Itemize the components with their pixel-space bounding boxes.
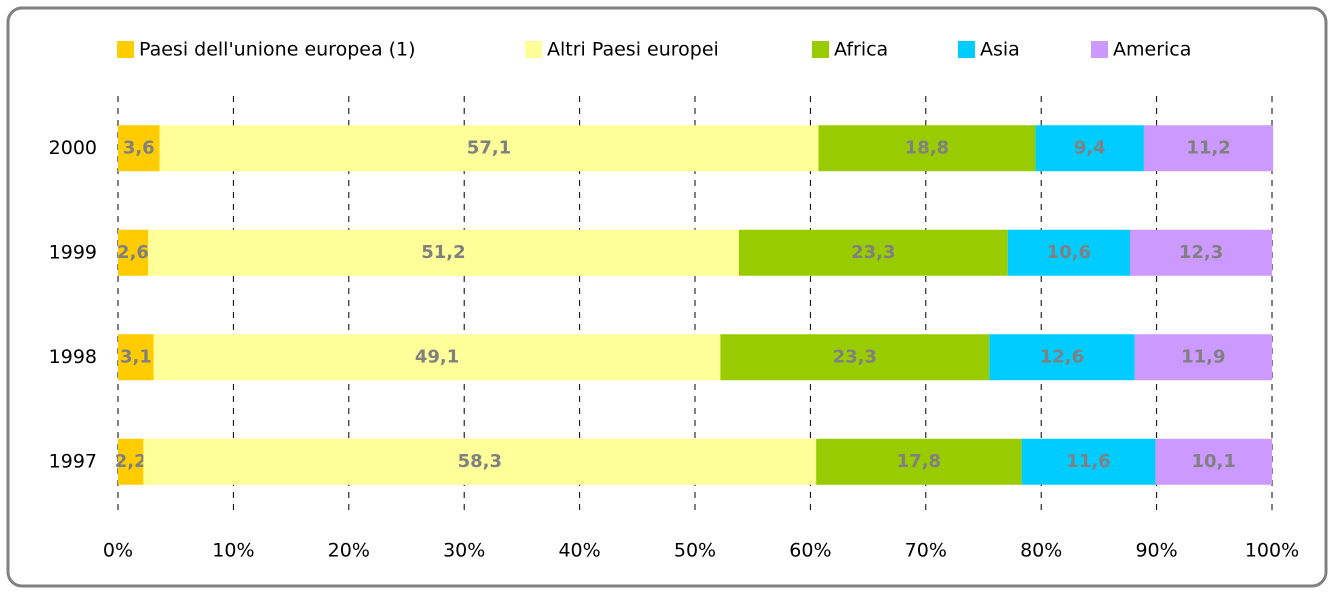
data-label: 23,3 <box>833 346 877 367</box>
x-tick-label: 0% <box>103 540 133 562</box>
bar-segment <box>1021 438 1156 485</box>
x-tick-label: 90% <box>1135 540 1177 562</box>
bar-segment <box>148 229 739 276</box>
bar-segment <box>118 229 149 276</box>
data-label: 11,6 <box>1066 451 1110 472</box>
bar-segment <box>143 438 817 485</box>
legend-label: Asia <box>980 39 1020 61</box>
bar-segment <box>1134 334 1272 381</box>
data-label: 2,6 <box>117 242 149 263</box>
data-label: 2,2 <box>115 451 147 472</box>
bar-segment <box>118 334 154 381</box>
bar-segment <box>159 125 819 172</box>
data-label: 12,6 <box>1040 346 1084 367</box>
bar-segment <box>1155 438 1272 485</box>
bar-segment <box>118 438 144 485</box>
y-tick-label: 2000 <box>49 137 97 159</box>
x-tick-label: 80% <box>1020 540 1062 562</box>
data-label: 3,6 <box>123 137 155 158</box>
legend-label: Africa <box>834 39 888 61</box>
data-label: 11,2 <box>1186 137 1230 158</box>
x-tick-label: 70% <box>905 540 947 562</box>
data-label: 57,1 <box>467 137 511 158</box>
data-label: 17,8 <box>897 451 941 472</box>
legend-label: America <box>1113 39 1191 61</box>
x-tick-label: 30% <box>443 540 485 562</box>
data-label: 58,3 <box>458 451 502 472</box>
data-label: 10,6 <box>1047 242 1091 263</box>
y-tick-label: 1998 <box>49 346 97 368</box>
x-tick-label: 50% <box>674 540 716 562</box>
data-label: 49,1 <box>415 346 459 367</box>
x-tick-label: 60% <box>789 540 831 562</box>
y-tick-label: 1997 <box>49 450 97 472</box>
bar-segment <box>1035 125 1144 172</box>
data-label: 12,3 <box>1179 242 1223 263</box>
data-label: 18,8 <box>905 137 949 158</box>
bar-segment <box>989 334 1135 381</box>
bar-segment <box>720 334 990 381</box>
bar-segment <box>1130 229 1272 276</box>
bar-segment <box>1007 229 1131 276</box>
chart-frame <box>6 6 1328 588</box>
legend-swatch <box>958 41 975 58</box>
data-label: 10,1 <box>1192 451 1236 472</box>
legend-swatch <box>812 41 829 58</box>
bar-segment <box>816 438 1022 485</box>
bar-segment <box>818 125 1036 172</box>
x-tick-label: 20% <box>328 540 370 562</box>
x-tick-label: 100% <box>1245 540 1299 562</box>
data-label: 51,2 <box>421 242 465 263</box>
data-label: 11,9 <box>1181 346 1225 367</box>
legend-swatch <box>525 41 542 58</box>
bar-segment <box>738 229 1008 276</box>
x-tick-label: 10% <box>212 540 254 562</box>
bar-segment <box>153 334 721 381</box>
legend-label: Altri Paesi europei <box>547 39 719 61</box>
bar-segment <box>118 125 160 172</box>
data-label: 3,1 <box>120 346 152 367</box>
bar-segment <box>1143 125 1274 172</box>
legend-swatch <box>1091 41 1108 58</box>
legend-swatch <box>117 41 134 58</box>
x-tick-label: 40% <box>558 540 600 562</box>
data-label: 9,4 <box>1074 137 1106 158</box>
legend-label: Paesi dell'unione europea (1) <box>139 39 416 61</box>
data-label: 23,3 <box>851 242 895 263</box>
y-tick-label: 1999 <box>49 241 97 263</box>
